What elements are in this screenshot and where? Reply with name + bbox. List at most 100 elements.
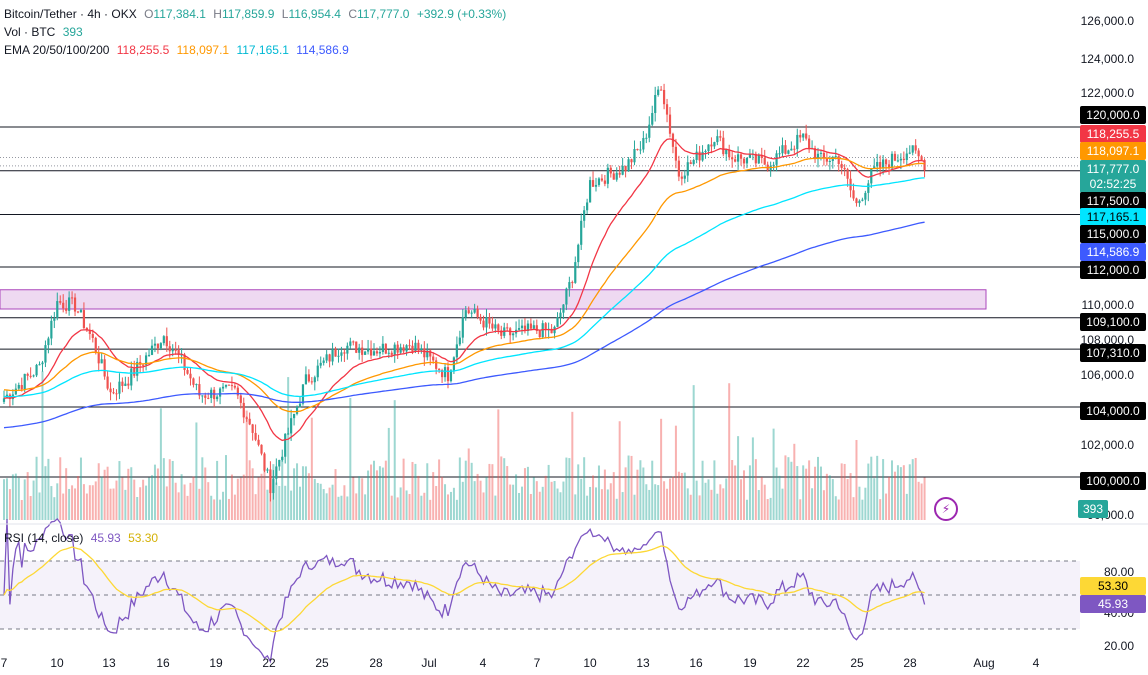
volume-bar — [26, 472, 29, 520]
rsi-label[interactable]: RSI (14, close) — [4, 531, 84, 545]
volume-bar — [219, 499, 222, 520]
candle-body — [884, 159, 888, 165]
volume-bar — [38, 492, 41, 520]
volume-bar — [556, 488, 559, 520]
volume-bar — [438, 459, 441, 520]
volume-bar — [408, 493, 411, 520]
volume-bar — [77, 476, 79, 520]
lightning-icon[interactable]: ⚡ — [934, 497, 958, 521]
candle-body — [633, 148, 636, 163]
volume-bar — [121, 477, 124, 520]
x-tick: 22 — [262, 656, 276, 670]
candle-body — [873, 166, 876, 169]
volume-bar — [509, 484, 512, 520]
volume-bar — [692, 385, 695, 520]
volume-bar — [879, 499, 882, 520]
volume-bar — [831, 479, 834, 520]
volume-bar — [917, 481, 920, 520]
candle-body — [192, 378, 195, 385]
volume-bar — [518, 492, 521, 520]
volume-bar — [526, 466, 529, 520]
candle-body — [242, 402, 245, 418]
volume-bar — [14, 473, 17, 520]
candle-body — [867, 183, 870, 193]
candle-body — [813, 148, 817, 160]
candle-body — [408, 345, 411, 347]
volume-bar — [393, 400, 396, 520]
volume-bar — [630, 455, 633, 520]
candle-body — [639, 149, 642, 151]
volume-bar — [299, 486, 301, 520]
volume-bar — [633, 494, 636, 520]
candle-body — [698, 151, 701, 161]
rsi-ma-tag: 53.30 — [1080, 577, 1146, 595]
candle-body — [426, 350, 429, 358]
candle-body — [645, 137, 648, 139]
volume-bar — [50, 486, 53, 520]
volume-bar — [612, 472, 615, 520]
volume-bar — [20, 499, 23, 520]
candle-body — [70, 297, 74, 299]
candle-body — [115, 393, 118, 395]
volume-bar — [849, 473, 852, 520]
candle-body — [470, 312, 473, 314]
candle-body — [464, 310, 467, 318]
x-tick: 10 — [50, 656, 64, 670]
volume-bar — [778, 475, 781, 520]
candle-body — [349, 341, 352, 346]
ema100-value: 117,165.1 — [236, 43, 289, 57]
candle-body — [494, 324, 497, 329]
symbol-title[interactable]: Bitcoin/Tether · 4h · OKX — [4, 7, 137, 21]
volume-bar — [420, 495, 423, 520]
volume-bar — [452, 487, 455, 520]
candle-body — [32, 375, 35, 377]
volume-bar — [216, 460, 219, 520]
volume-bar — [580, 478, 583, 520]
volume-bar — [506, 466, 509, 520]
candle-body — [739, 154, 743, 159]
candle-body — [435, 360, 438, 369]
candle-body — [725, 149, 728, 155]
volume-bar — [497, 409, 500, 520]
candle-body — [50, 320, 53, 339]
volume-bar — [902, 465, 905, 520]
volume-bar — [378, 466, 381, 520]
candle-body — [651, 113, 654, 125]
candle-body — [828, 160, 831, 162]
x-tick: 28 — [903, 656, 917, 670]
ema-label[interactable]: EMA 20/50/100/200 — [4, 43, 110, 57]
volume-bar — [544, 475, 547, 520]
x-tick: 25 — [315, 656, 329, 670]
candle-body — [17, 385, 20, 389]
volume-bar — [728, 383, 731, 520]
volume-bar — [242, 474, 245, 520]
volume-label[interactable]: Vol · BTC — [4, 25, 56, 39]
volume-bar — [162, 458, 165, 520]
x-tick: 13 — [636, 656, 650, 670]
volume-bar — [666, 488, 669, 520]
candle-body — [38, 364, 41, 366]
candle-body — [358, 347, 361, 353]
volume-bar — [825, 473, 828, 520]
candle-body — [432, 356, 435, 361]
volume-bar — [861, 499, 864, 520]
candle-body — [917, 150, 920, 157]
candle-body — [837, 156, 840, 164]
volume-bar — [227, 498, 230, 520]
candle-body — [150, 345, 154, 355]
candle-body — [136, 361, 139, 376]
candle-body — [20, 385, 23, 390]
candle-body — [680, 176, 683, 179]
candle-body — [85, 327, 88, 331]
volume-bar — [384, 460, 387, 520]
volume-bar — [133, 479, 136, 520]
candle-body — [793, 148, 796, 150]
volume-bar — [287, 377, 290, 520]
candle-body — [429, 350, 432, 357]
level-tag-107310: 107,310.0 — [1080, 344, 1146, 362]
volume-bar — [677, 471, 680, 520]
volume-bar — [885, 493, 888, 520]
candle-body — [911, 145, 914, 153]
volume-bar — [553, 481, 556, 520]
